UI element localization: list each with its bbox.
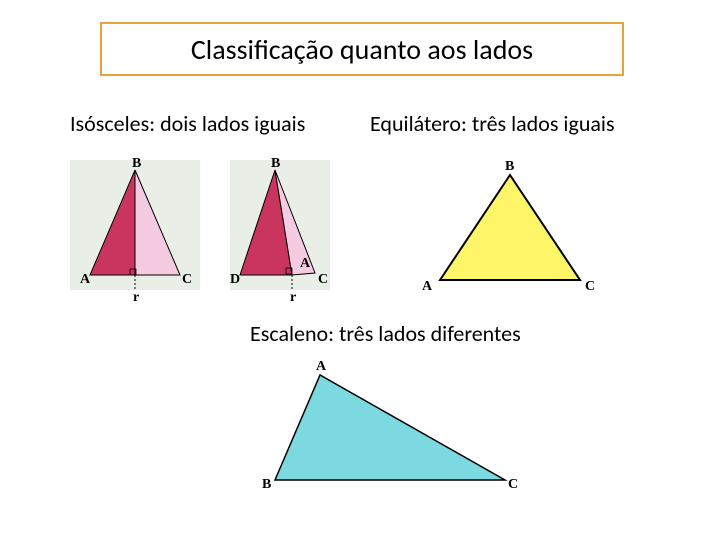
es-B: B xyxy=(262,477,271,492)
eq-A: A xyxy=(422,279,433,294)
equilatero-figure: B A C xyxy=(410,155,610,305)
title-box: Classificação quanto aos lados xyxy=(100,22,624,76)
es-C: C xyxy=(508,477,518,492)
v2-B: B xyxy=(271,156,280,171)
page-title: Classificação quanto aos lados xyxy=(191,32,533,67)
eq-C: C xyxy=(585,279,595,294)
v2-C: C xyxy=(318,272,328,287)
isosceles-figure: A B C r B D A C r xyxy=(70,155,340,305)
v-B: B xyxy=(132,156,141,171)
eq-B: B xyxy=(505,159,514,174)
escaleno-label: Escaleno: três lados diferentes xyxy=(250,320,521,347)
v2-r: r xyxy=(290,290,296,305)
v2-A: A xyxy=(300,256,311,271)
equilatero-label: Equilátero: três lados iguais xyxy=(370,110,615,137)
v-C: C xyxy=(182,272,192,287)
v-A: A xyxy=(80,272,91,287)
v-r: r xyxy=(133,290,139,305)
v2-D: D xyxy=(230,272,240,287)
isosceles-label: Isósceles: dois lados iguais xyxy=(70,110,305,137)
escaleno-figure: A B C xyxy=(250,355,530,505)
es-A: A xyxy=(316,359,327,374)
